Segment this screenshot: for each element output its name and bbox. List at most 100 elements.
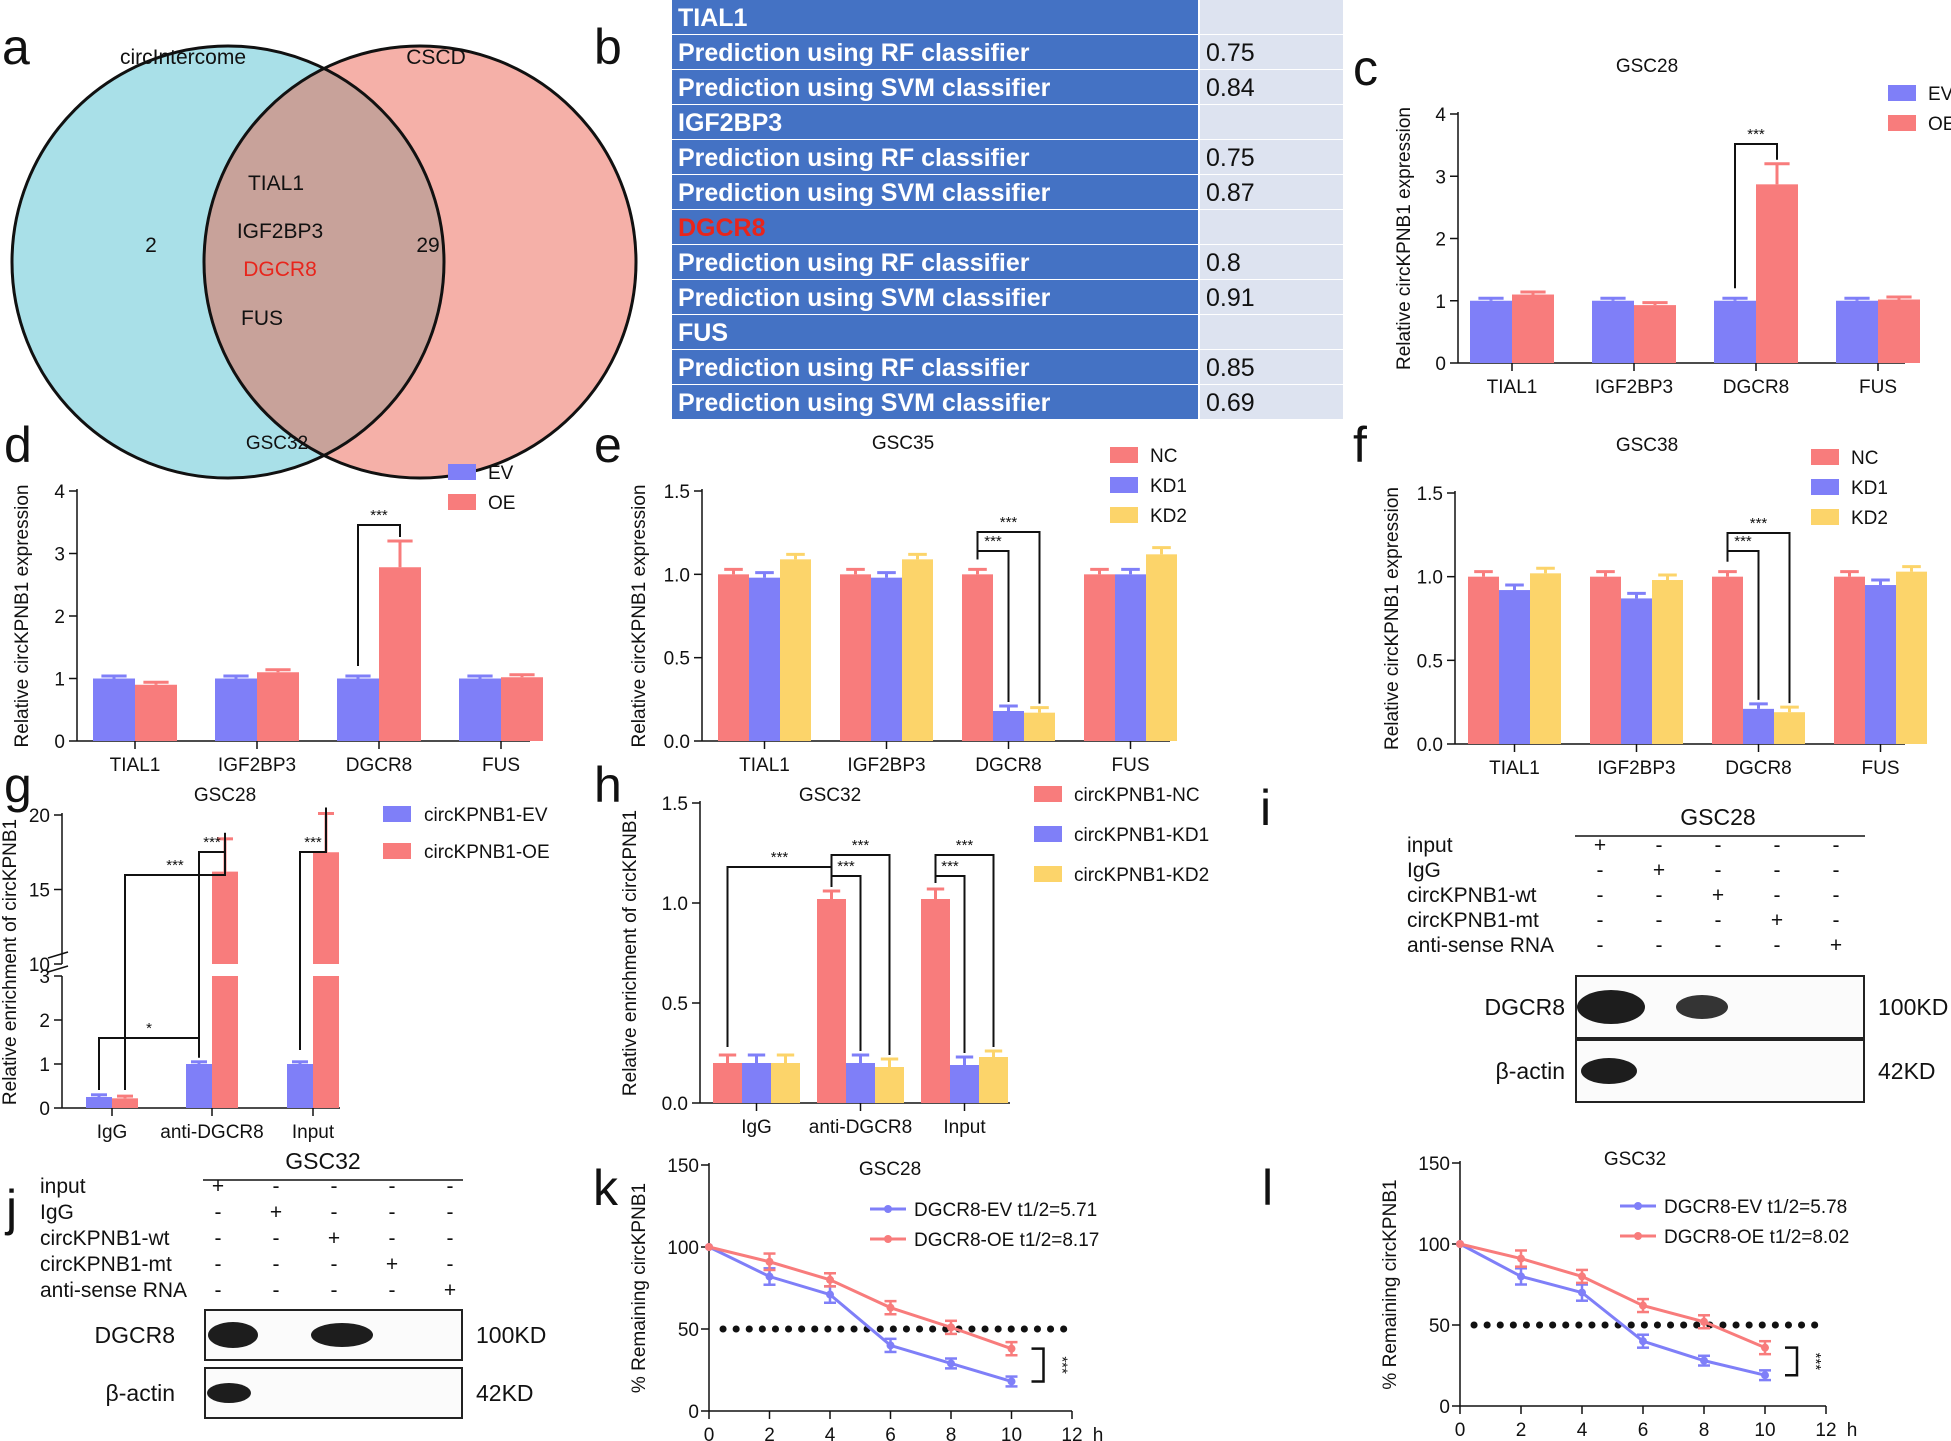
chart-title: GSC28 (194, 785, 256, 806)
x-tick-label: FUS (1862, 758, 1900, 779)
x-tick-label: IGF2BP3 (1597, 758, 1675, 779)
significance-label: *** (1807, 1353, 1824, 1371)
x-tick-label: 12 (1061, 1425, 1082, 1441)
significance-bracket (299, 807, 327, 1050)
table-value-cell (1200, 280, 1343, 314)
significance-label: *** (166, 857, 184, 874)
table-label-cell (672, 350, 1198, 384)
significance-bracket (726, 866, 833, 1047)
bar (742, 1063, 771, 1103)
significance-label: *** (1734, 533, 1752, 550)
blot-condition-label: circKPNB1-wt (1407, 884, 1537, 907)
y-tick-label: 1.0 (662, 894, 688, 915)
y-tick-label: 3 (39, 967, 50, 988)
data-point (1456, 1240, 1464, 1248)
legend-swatch (448, 494, 476, 510)
legend-label: OE (488, 493, 515, 514)
legend-marker (884, 1205, 892, 1213)
blot-mark: - (447, 1253, 454, 1276)
blot-mark: - (1833, 884, 1840, 907)
table-value: 0.69 (1206, 389, 1255, 417)
venn-overlap (204, 46, 444, 478)
bar-lower-segment (313, 976, 339, 1108)
blot-band (1676, 995, 1728, 1019)
x-tick-label: 10 (1754, 1420, 1775, 1441)
table-label-cell (672, 70, 1198, 104)
data-point (826, 1290, 834, 1299)
bar (718, 574, 749, 741)
x-tick-label: IgG (97, 1122, 128, 1143)
series-line (1459, 1242, 1766, 1377)
blot-mark: + (444, 1279, 456, 1302)
bar (1774, 712, 1805, 744)
x-tick-label: 8 (946, 1425, 957, 1441)
data-point (1517, 1272, 1525, 1281)
data-point (1007, 1344, 1016, 1353)
bar (257, 672, 299, 741)
legend-label: KD1 (1851, 478, 1888, 499)
y-tick-label: 0 (39, 1099, 50, 1120)
legend-label: EV (488, 463, 514, 484)
panel-letter-h: h (594, 757, 622, 813)
legend-swatch (1888, 115, 1916, 131)
blot-protein-label: DGCR8 (94, 1322, 175, 1348)
table-value-cell (1200, 175, 1343, 209)
y-tick-label: 0.5 (1417, 651, 1443, 672)
y-tick-label: 0 (54, 732, 65, 753)
y-tick-label: 50 (1429, 1316, 1450, 1337)
blot-mark: - (273, 1227, 280, 1250)
y-tick-label: 4 (54, 482, 65, 503)
table-label-cell (672, 210, 1198, 244)
axis-break-mark (47, 951, 69, 959)
significance-label: * (146, 1020, 152, 1037)
data-point (765, 1257, 774, 1266)
legend-swatch (448, 464, 476, 480)
blot-mark: - (215, 1201, 222, 1224)
blot-mark: - (331, 1279, 338, 1302)
blot-mark: - (215, 1253, 222, 1276)
venn-left-count: 2 (145, 234, 157, 257)
chart-title: GSC32 (799, 785, 861, 806)
blot-band (208, 1322, 258, 1348)
y-tick-label: 1.0 (1417, 568, 1443, 589)
blot-protein-label: DGCR8 (1484, 994, 1565, 1020)
blot-mark: - (389, 1227, 396, 1250)
bar (1712, 576, 1743, 744)
significance-bracket (357, 524, 401, 666)
legend-label: EV (1928, 84, 1951, 105)
data-point (1639, 1301, 1647, 1310)
bar (86, 1097, 112, 1108)
bar (337, 678, 379, 741)
blot-mark: - (389, 1279, 396, 1302)
table-value-cell (1200, 245, 1343, 279)
x-tick-label: 6 (885, 1425, 896, 1441)
x-tick-label: TIAL1 (1489, 758, 1540, 779)
data-point (1578, 1288, 1586, 1297)
y-axis-label: Relative circKPNB1 expression (1394, 107, 1415, 370)
y-tick-label: 1 (1435, 292, 1446, 313)
table-protein-header: TIAL1 (678, 4, 748, 32)
venn-overlap-item: TIAL1 (248, 172, 304, 195)
y-tick-label: 1 (54, 670, 65, 691)
chart-title: GSC28 (859, 1159, 921, 1180)
panel-letter-g: g (4, 757, 32, 813)
blot-mark: - (1833, 909, 1840, 932)
legend-swatch (1034, 826, 1062, 842)
x-tick-label: anti-DGCR8 (160, 1122, 263, 1143)
x-tick-label: anti-DGCR8 (809, 1117, 912, 1138)
blot-mark: - (447, 1175, 454, 1198)
chart-d: GSC32 Relative circKPNB1 expression 0 1 2 3 4 T… (12, 433, 543, 776)
blot-size-label: 100KD (1878, 994, 1948, 1020)
blot-mark: + (1712, 884, 1724, 907)
significance-label: *** (837, 858, 855, 875)
blot-condition-label: anti-sense RNA (1407, 934, 1554, 957)
x-tick-label: 4 (825, 1425, 836, 1441)
table-method-label: Prediction using SVM classifier (678, 179, 1051, 207)
blot-mark: - (215, 1279, 222, 1302)
bar (1634, 305, 1676, 363)
table-value-cell (1200, 105, 1343, 139)
bar (1024, 712, 1055, 741)
table-label-cell (672, 315, 1198, 349)
venn-overlap-item: FUS (241, 307, 283, 330)
